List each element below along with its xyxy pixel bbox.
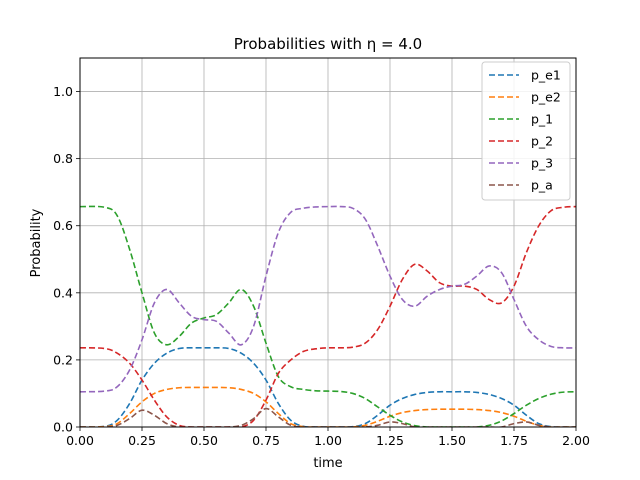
series-line-p-1 — [80, 205, 576, 427]
y-tick-label: 0.0 — [53, 420, 73, 435]
series-line-p-a — [80, 407, 576, 427]
x-tick-label: 1.25 — [376, 433, 404, 448]
x-tick-label: 1.50 — [438, 433, 466, 448]
x-tick-label: 0.50 — [190, 433, 218, 448]
legend-label-p-a: p_a — [531, 178, 553, 193]
x-tick-label: 0.25 — [128, 433, 156, 448]
legend-label-p-1: p_1 — [531, 112, 553, 127]
y-tick-label: 0.8 — [53, 151, 73, 166]
y-axis-label: Probability — [29, 208, 44, 277]
series-line-p-3 — [80, 205, 576, 393]
x-tick-label: 1.75 — [500, 433, 528, 448]
legend-box — [481, 61, 571, 201]
tick-layer: 0.00 0.25 0.50 0.75 1.00 1.25 1.50 1.75 2.00 0.0 0… — [53, 84, 590, 448]
series-layer — [80, 205, 576, 427]
series-line-p-2 — [80, 205, 576, 427]
x-tick-label: 0.00 — [66, 433, 94, 448]
y-tick-label: 0.4 — [53, 285, 73, 300]
series-line-p-e1 — [80, 346, 576, 427]
series-line-p-e2 — [80, 386, 576, 427]
legend-label-p-2: p_2 — [531, 134, 553, 149]
legend-label-p-e2: p_e2 — [531, 90, 561, 105]
x-tick-label: 2.00 — [562, 433, 590, 448]
x-tick-label: 1.00 — [314, 433, 342, 448]
legend: p_e1 p_e2 p_1 p_2 p_3 p_a — [481, 61, 571, 201]
x-tick-label: 0.75 — [252, 433, 280, 448]
y-tick-label: 1.0 — [53, 84, 73, 99]
x-axis-label: time — [313, 456, 342, 471]
y-tick-label: 0.6 — [53, 218, 73, 233]
legend-label-p-e1: p_e1 — [531, 68, 561, 83]
y-tick-label: 0.2 — [53, 352, 73, 367]
chart-title: Probabilities with η = 4.0 — [234, 35, 422, 53]
legend-label-p-3: p_3 — [531, 156, 553, 171]
